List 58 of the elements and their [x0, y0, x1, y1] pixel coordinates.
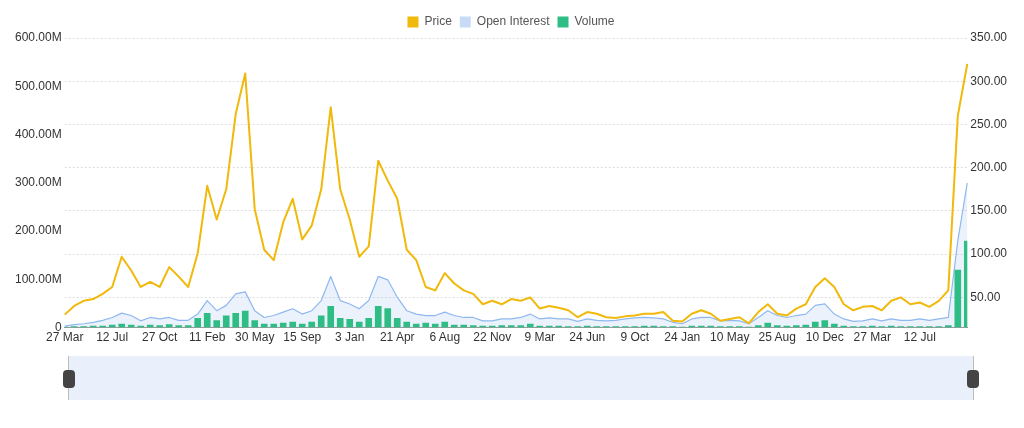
bar	[308, 321, 316, 328]
x-tick-label: 3 Jan	[335, 330, 365, 345]
bar	[441, 321, 449, 328]
bar	[821, 320, 829, 328]
bar	[365, 317, 373, 328]
x-tick-label: 12 Jul	[903, 330, 936, 345]
y-tick-label: 300.00M	[15, 175, 62, 190]
bar	[213, 320, 221, 328]
bar	[165, 324, 173, 328]
bar	[393, 317, 401, 328]
legend-label: Volume	[574, 14, 615, 29]
bar	[954, 269, 962, 328]
x-tick-label: 9 Oct	[620, 330, 650, 345]
y-tick-label: 500.00M	[15, 78, 62, 93]
bar	[317, 315, 325, 328]
y2-tick-label: 50.00	[970, 289, 1001, 304]
bar	[355, 321, 363, 328]
y-tick-label: 200.00M	[15, 223, 62, 238]
x-tick-label: 24 Jun	[569, 330, 606, 345]
x-tick-label: 10 May	[710, 330, 750, 345]
x-tick-label: 27 Oct	[142, 330, 179, 345]
y-tick-label: 400.00M	[15, 126, 62, 141]
bar	[289, 321, 297, 328]
bar	[327, 305, 335, 328]
y-tick-label: 100.00M	[15, 271, 62, 286]
x-tick-label: 11 Feb	[188, 330, 226, 345]
y2-tick-label: 250.00	[970, 116, 1008, 131]
bar	[384, 308, 392, 328]
y2-tick-label: 200.00	[970, 159, 1008, 174]
legend-label: Price	[424, 14, 453, 29]
y2-tick-label: 300.00	[970, 73, 1008, 88]
x-tick-label: 15 Sep	[283, 330, 322, 345]
bar	[203, 313, 211, 328]
bar	[374, 305, 382, 328]
y-tick-label: 600.00M	[15, 30, 62, 45]
y2-tick-label: 100.00	[970, 246, 1008, 261]
legend-label: Open Interest	[476, 14, 551, 29]
x-tick-label: 24 Jan	[664, 330, 701, 345]
bar	[232, 313, 240, 328]
bar	[811, 321, 819, 328]
y2-tick-label: 350.00	[970, 30, 1008, 45]
x-tick-label: 27 Mar	[853, 330, 891, 345]
x-tick-label: 25 Aug	[758, 330, 796, 345]
x-tick-label: 10 Dec	[805, 330, 844, 345]
bar	[222, 315, 230, 328]
x-tick-label: 21 Apr	[379, 330, 415, 345]
x-tick-label: 30 May	[235, 330, 275, 345]
x-tick-label: 9 Mar	[524, 330, 556, 345]
x-tick-label: 6 Aug	[429, 330, 461, 345]
bar	[336, 317, 344, 328]
y2-tick-label: 150.00	[970, 203, 1008, 218]
x-tick-label: 12 Jul	[96, 330, 129, 345]
x-tick-label: 22 Nov	[473, 330, 512, 345]
bar	[251, 320, 259, 328]
bar	[346, 318, 354, 328]
bar	[241, 310, 249, 328]
bar	[403, 321, 411, 328]
bar	[194, 317, 202, 328]
